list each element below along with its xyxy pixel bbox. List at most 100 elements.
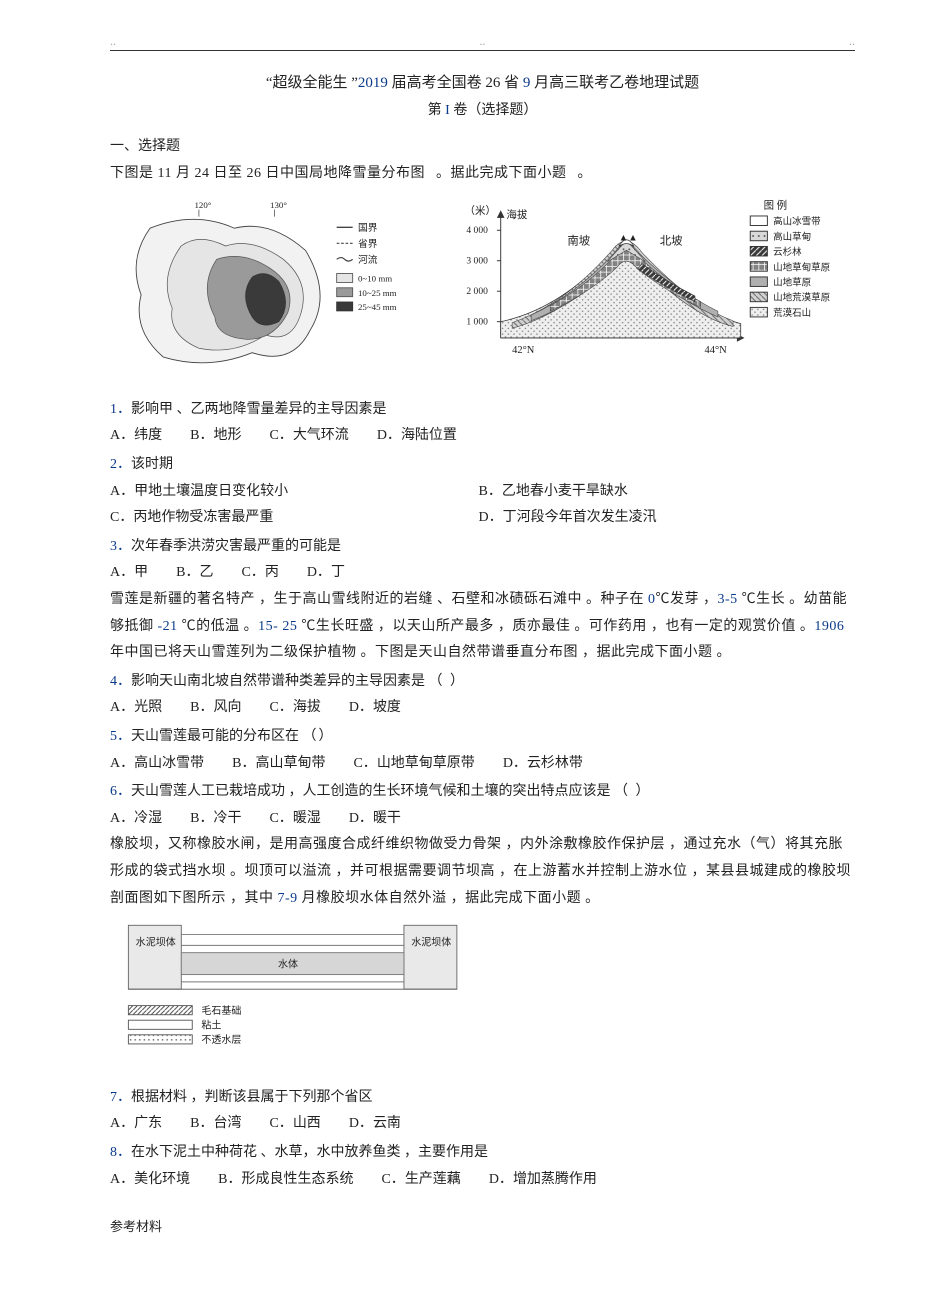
legend-item: 山地草甸草原 bbox=[773, 262, 830, 274]
q8-opt-c: C．生产莲藕 bbox=[381, 1167, 460, 1194]
legend-title: 图 例 bbox=[764, 199, 788, 212]
q8-options: A．美化环境 B．形成良性生态系统 C．生产莲藕 D．增加蒸腾作用 bbox=[110, 1167, 855, 1194]
q7-number: 7． bbox=[110, 1090, 131, 1105]
title-year: 2019 bbox=[358, 75, 388, 91]
question-3: 3．次年春季洪涝灾害最严重的可能是 bbox=[110, 534, 855, 561]
q5-number: 5． bbox=[110, 729, 131, 744]
header-mark: .. bbox=[480, 30, 486, 53]
q7-options: A．广东 B．台湾 C．山西 D．云南 bbox=[110, 1111, 855, 1138]
q2-options: A．甲地土壤温度日变化较小 B．乙地春小麦干旱缺水 C．丙地作物受冻害最严重 D… bbox=[110, 479, 855, 532]
ytick: 2 000 bbox=[466, 287, 488, 297]
exam-title-line1: “超级全能生 ”2019 届高考全国卷 26 省 9 月高三联考乙卷地理试题 bbox=[110, 69, 855, 98]
lon-label: 120° bbox=[194, 200, 211, 210]
tianshan-legend: 图 例 高山冰雪带 高山草甸 云杉林 山地草甸草原 山地草原 山地荒漠草原 荒漠… bbox=[750, 199, 830, 320]
q2-number: 2． bbox=[110, 457, 131, 472]
question-5: 5．天山雪莲最可能的分布区在 （） bbox=[110, 724, 855, 751]
legend-item: 粘土 bbox=[201, 1019, 221, 1032]
question-4: 4．影响天山南北坡自然带谱种类差异的主导因素是 （ ） bbox=[110, 669, 855, 696]
legend-item: 10~25 mm bbox=[358, 288, 397, 298]
q5-opt-c: C．山地草甸草原带 bbox=[353, 751, 474, 778]
ytick: 1 000 bbox=[466, 318, 488, 328]
stem-snow-mid: 。据此完成下面小题 bbox=[436, 166, 567, 181]
north-slope-label: 北坡 bbox=[660, 235, 683, 248]
legend-item: 河流 bbox=[358, 253, 378, 266]
blank-bracket: （ ） bbox=[429, 674, 467, 689]
q5-options: A．高山冰雪带 B．高山草甸带 C．山地草甸草原带 D．云杉林带 bbox=[110, 751, 855, 778]
blank-bracket: （） bbox=[303, 729, 335, 744]
q6-opt-b: B．冷干 bbox=[190, 806, 241, 833]
exam-page: .. .. .. “超级全能生 ”2019 届高考全国卷 26 省 9 月高三联… bbox=[0, 0, 945, 1290]
stem-rubber-dam: 橡胶坝，又称橡胶水闸，是用高强度合成纤维织物做受力骨架 ，内外涂敷橡胶作保护层 … bbox=[110, 832, 855, 912]
q3-stem: 次年春季洪涝灾害最严重的可能是 bbox=[131, 539, 341, 554]
question-1: 1．影响甲 、乙两地降雪量差异的主导因素是 bbox=[110, 397, 855, 424]
q1-opt-d: D．海陆位置 bbox=[377, 423, 457, 450]
question-8: 8．在水下泥土中种荷花 、水草，水中放养鱼类 ，主要作用是 bbox=[110, 1140, 855, 1167]
title-mid: 届高考全国卷 26 省 bbox=[388, 75, 523, 91]
legend-item: 高山草甸 bbox=[773, 231, 811, 243]
title-prefix: “超级全能生 ” bbox=[266, 75, 358, 91]
water-label: 水体 bbox=[278, 958, 298, 970]
q5-opt-b: B．高山草甸带 bbox=[232, 751, 325, 778]
q2-opt-a: A．甲地土壤温度日变化较小 bbox=[110, 479, 475, 506]
legend-item: 0~10 mm bbox=[358, 273, 392, 283]
ytick: 3 000 bbox=[466, 257, 488, 267]
legend-item: 毛石基础 bbox=[201, 1004, 241, 1017]
q7-opt-c: C．山西 bbox=[269, 1111, 320, 1138]
legend-item: 不透水层 bbox=[201, 1034, 241, 1046]
blank-bracket: （ ） bbox=[614, 784, 652, 799]
q8-number: 8． bbox=[110, 1145, 131, 1160]
legend-item: 山地草原 bbox=[773, 277, 811, 289]
q4-opt-c: C．海拔 bbox=[269, 695, 320, 722]
q3-number: 3． bbox=[110, 539, 131, 554]
section-1-label: 一、选择题 bbox=[110, 134, 855, 161]
header-mark: .. bbox=[849, 30, 855, 53]
q3-opt-a: A．甲 bbox=[110, 560, 148, 587]
q5-opt-a: A．高山冰雪带 bbox=[110, 751, 204, 778]
legend-item: 25~45 mm bbox=[358, 302, 397, 312]
q4-opt-a: A．光照 bbox=[110, 695, 162, 722]
lon-label: 130° bbox=[270, 200, 287, 210]
q7-opt-d: D．云南 bbox=[349, 1111, 401, 1138]
q2-opt-d: D．丁河段今年首次发生凌汛 bbox=[479, 510, 657, 525]
dam-legend: 毛石基础 粘土 不透水层 bbox=[128, 1004, 241, 1046]
south-slope-label: 南坡 bbox=[567, 234, 590, 248]
q8-opt-b: B．形成良性生态系统 bbox=[218, 1167, 353, 1194]
q5-opt-d: D．云杉林带 bbox=[503, 751, 583, 778]
stem-snow-pre: 下图是 11 月 24 日至 26 日中国局地降雪量分布图 bbox=[110, 166, 425, 181]
y-axis-unit: （米） bbox=[465, 204, 496, 217]
q1-number: 1． bbox=[110, 402, 131, 417]
q4-options: A．光照 B．风向 C．海拔 D．坡度 bbox=[110, 695, 855, 722]
legend-item: 荒漠石山 bbox=[773, 307, 811, 319]
tianshan-figure: （米） 海拔 4 000 3 000 2 000 1 000 bbox=[455, 195, 855, 387]
snow-map-figure: 120° 130° 国界 省界 河流 0~10 mm 10~25 mm bbox=[110, 197, 435, 386]
q1-opt-c: C．大气环流 bbox=[269, 423, 348, 450]
q7-opt-a: A．广东 bbox=[110, 1111, 162, 1138]
snow-map-svg: 120° 130° 国界 省界 河流 0~10 mm 10~25 mm bbox=[110, 197, 430, 375]
q5-stem: 天山雪莲最可能的分布区在 bbox=[131, 729, 299, 744]
q6-opt-a: A．冷湿 bbox=[110, 806, 162, 833]
legend-item: 云杉林 bbox=[773, 246, 802, 258]
title-suffix: 月高三联考乙卷地理试题 bbox=[530, 75, 699, 91]
left-wall-label: 水泥坝体 bbox=[136, 936, 176, 949]
q7-opt-b: B．台湾 bbox=[190, 1111, 241, 1138]
question-6: 6．天山雪莲人工已栽培成功 ，人工创造的生长环境气候和土壤的突出特点应该是 （ … bbox=[110, 779, 855, 806]
q6-opt-c: C．暖湿 bbox=[269, 806, 320, 833]
svg-text:▲▲: ▲▲ bbox=[619, 234, 638, 244]
q1-options: A．纬度 B．地形 C．大气环流 D．海陆位置 bbox=[110, 423, 855, 450]
q1-opt-b: B．地形 bbox=[190, 423, 241, 450]
xtick: 42°N bbox=[512, 345, 535, 356]
q7-stem: 根据材料 ，判断该县属于下列那个省区 bbox=[131, 1090, 373, 1105]
legend-item: 山地荒漠草原 bbox=[773, 292, 830, 304]
q4-opt-d: D．坡度 bbox=[349, 695, 401, 722]
rubber-dam-svg: 水泥坝体 水泥坝体 水体 毛石基础 粘土 不透水层 bbox=[110, 918, 530, 1064]
q4-number: 4． bbox=[110, 674, 131, 689]
q3-opt-c: C．丙 bbox=[241, 560, 278, 587]
right-wall-label: 水泥坝体 bbox=[411, 936, 451, 949]
q1-stem: 影响甲 、乙两地降雪量差异的主导因素是 bbox=[131, 402, 387, 417]
tianshan-svg: （米） 海拔 4 000 3 000 2 000 1 000 bbox=[455, 195, 855, 376]
q6-options: A．冷湿 B．冷干 C．暖湿 D．暖干 bbox=[110, 806, 855, 833]
header-mark: .. bbox=[110, 30, 116, 53]
exam-title-line2: 第 I 卷（选择题） bbox=[110, 98, 855, 125]
stem-xuelian: 雪莲是新疆的著名特产 ，生于高山雪线附近的岩缝 、石壁和冰碛砾石滩中 。种子在 … bbox=[110, 587, 855, 667]
y-ticks: 4 000 3 000 2 000 1 000 bbox=[466, 226, 500, 327]
